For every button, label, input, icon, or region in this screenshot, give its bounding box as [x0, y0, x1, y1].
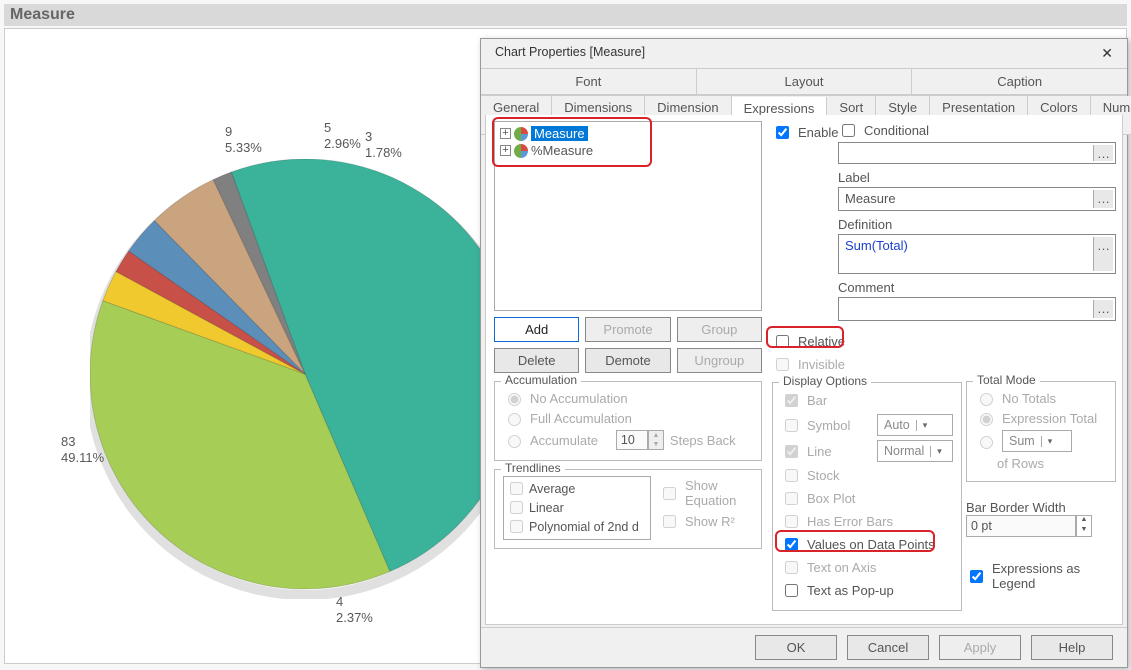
- chart-title: Measure: [4, 4, 1127, 26]
- ok-button[interactable]: OK: [755, 635, 837, 660]
- cancel-button[interactable]: Cancel: [847, 635, 929, 660]
- trendlines-group: Trendlines Average Linear Polynomial of …: [494, 469, 762, 549]
- comment-input[interactable]: …: [838, 297, 1116, 321]
- stock-check: [785, 469, 798, 482]
- boxplot-check: [785, 492, 798, 505]
- chart-properties-dialog: Chart Properties [Measure] ✕ Font Layout…: [480, 38, 1128, 668]
- full-accumulation-radio: [508, 413, 521, 426]
- expression-list[interactable]: +Measure +%Measure: [494, 121, 762, 311]
- tab-font[interactable]: Font: [481, 69, 697, 95]
- tab-layout[interactable]: Layout: [697, 69, 913, 95]
- tab-caption[interactable]: Caption: [912, 69, 1127, 95]
- bar-border-width-label: Bar Border Width: [966, 500, 1116, 515]
- conditional-check[interactable]: [842, 124, 855, 137]
- pie-chart: [90, 159, 520, 602]
- relative-check[interactable]: [776, 335, 789, 348]
- bar-check: [785, 394, 798, 407]
- enable-check[interactable]: [776, 126, 789, 139]
- steps-input: [616, 430, 648, 450]
- tab-content-expressions: +Measure +%Measure Add Promote Group Del…: [485, 115, 1123, 625]
- conditional-input[interactable]: …: [838, 142, 1116, 164]
- definition-label: Definition: [838, 217, 1116, 232]
- list-item[interactable]: +%Measure: [498, 142, 758, 159]
- symbol-check: [785, 419, 798, 432]
- ellipsis-icon[interactable]: …: [1093, 300, 1113, 318]
- expr-total-radio: [980, 413, 993, 426]
- add-button[interactable]: Add: [494, 317, 579, 342]
- symbol-combo: Auto▾: [877, 414, 953, 436]
- close-icon[interactable]: ✕: [1097, 45, 1117, 62]
- slice-label-3: 3 1.78%: [365, 129, 402, 162]
- no-totals-radio: [980, 393, 993, 406]
- pie-icon: [514, 127, 528, 141]
- ellipsis-icon[interactable]: …: [1093, 237, 1113, 271]
- text-axis-check: [785, 561, 798, 574]
- demote-button[interactable]: Demote: [585, 348, 670, 373]
- dialog-title: Chart Properties [Measure]: [495, 45, 645, 62]
- total-mode-group: Total Mode No Totals Expression Total Su…: [966, 381, 1116, 482]
- promote-button[interactable]: Promote: [585, 317, 670, 342]
- ellipsis-icon[interactable]: …: [1093, 145, 1113, 161]
- list-item[interactable]: +Measure: [498, 125, 758, 142]
- bar-border-width-input: [966, 515, 1076, 537]
- line-combo: Normal▾: [877, 440, 953, 462]
- show-r2-check: [663, 515, 676, 528]
- dialog-footer: OK Cancel Apply Help: [481, 627, 1127, 667]
- slice-label-4: 4 2.37%: [336, 594, 373, 627]
- pie-icon: [514, 144, 528, 158]
- label-input[interactable]: Measure…: [838, 187, 1116, 211]
- values-datapoints-check[interactable]: [785, 538, 798, 551]
- show-equation-check: [663, 487, 676, 500]
- text-popup-check[interactable]: [785, 584, 798, 597]
- errorbars-check: [785, 515, 798, 528]
- line-check: [785, 445, 798, 458]
- ellipsis-icon[interactable]: …: [1093, 190, 1113, 208]
- tab-row-top: Font Layout Caption: [481, 68, 1127, 95]
- apply-button[interactable]: Apply: [939, 635, 1021, 660]
- slice-label-5: 5 2.96%: [324, 120, 361, 153]
- sum-radio: [980, 436, 993, 449]
- definition-input[interactable]: Sum(Total)…: [838, 234, 1116, 274]
- group-button[interactable]: Group: [677, 317, 762, 342]
- slice-label-83: 83 49.11%: [61, 434, 104, 467]
- sum-combo: Sum▾: [1002, 430, 1072, 452]
- label-label: Label: [838, 170, 1116, 185]
- invisible-check: [776, 358, 789, 371]
- expressions-as-legend-check[interactable]: [970, 570, 983, 583]
- delete-button[interactable]: Delete: [494, 348, 579, 373]
- comment-label: Comment: [838, 280, 1116, 295]
- accumulate-radio: [508, 435, 521, 448]
- display-options-group: Display Options Bar Symbol Auto▾ Line No…: [772, 382, 962, 611]
- help-button[interactable]: Help: [1031, 635, 1113, 660]
- no-accumulation-radio: [508, 393, 521, 406]
- trendlines-list[interactable]: Average Linear Polynomial of 2nd d Polyn…: [503, 476, 651, 540]
- ungroup-button[interactable]: Ungroup: [677, 348, 762, 373]
- accumulation-group: Accumulation No Accumulation Full Accumu…: [494, 381, 762, 461]
- slice-label-9: 9 5.33%: [225, 124, 262, 157]
